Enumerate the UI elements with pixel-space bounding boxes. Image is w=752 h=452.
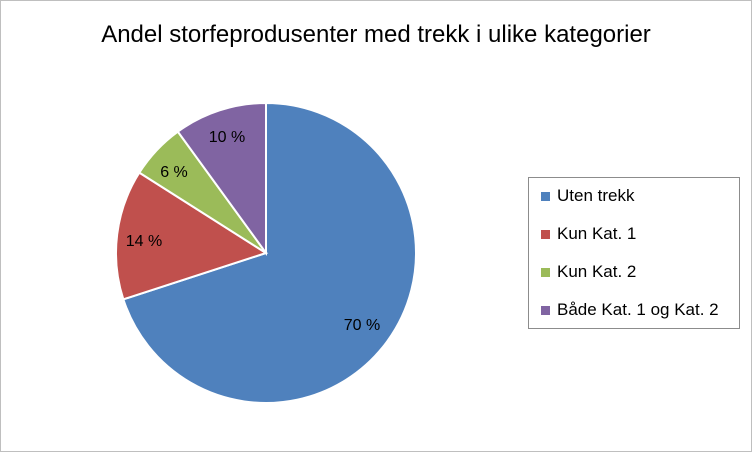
- chart-title: Andel storfeprodusenter med trekk i ulik…: [101, 21, 651, 48]
- legend-label: Både Kat. 1 og Kat. 2: [557, 300, 719, 319]
- legend-label: Kun Kat. 1: [557, 224, 637, 243]
- legend-swatch: [541, 229, 550, 239]
- pie-data-label-2: 6 %: [160, 164, 188, 181]
- legend-swatch: [541, 191, 550, 201]
- pie-slice-3: [176, 101, 267, 257]
- pie-slices: [115, 101, 417, 404]
- legend-swatch: [541, 267, 550, 277]
- legend-swatch: [541, 305, 550, 315]
- pie-data-label-1: 14 %: [126, 233, 162, 250]
- pie-slice-0: [122, 101, 417, 404]
- legend-item-uten-trekk: Uten trekk: [541, 186, 634, 206]
- legend-item-kun-kat-1: Kun Kat. 1: [541, 224, 636, 244]
- legend-label: Uten trekk: [557, 186, 635, 205]
- legend-item-kun-kat-2: Kun Kat. 2: [541, 262, 636, 282]
- pie-labels: 70 % 14 % 6 % 10 %: [126, 129, 380, 334]
- pie-slice-1: [115, 171, 269, 301]
- pie-data-label-0: 70 %: [344, 317, 380, 334]
- legend-item-bade-kat-1-og-kat-2: Både Kat. 1 og Kat. 2: [541, 300, 719, 320]
- chart-legend: Uten trekk Kun Kat. 1 Kun Kat. 2 Både Ka…: [528, 177, 740, 329]
- pie-data-label-3: 10 %: [209, 129, 245, 146]
- legend-label: Kun Kat. 2: [557, 262, 637, 281]
